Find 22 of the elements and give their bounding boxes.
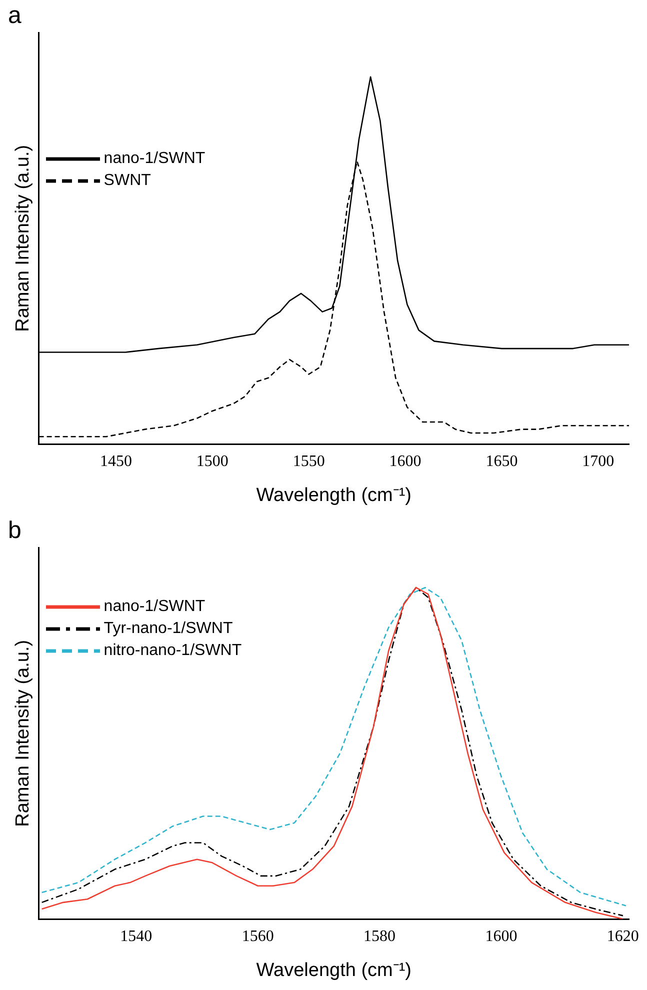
- y-axis-title: Raman Intensity (a.u.): [12, 144, 34, 332]
- legend-label: Tyr-nano-1/SWNT: [104, 620, 233, 638]
- x-tick-label: 1650: [486, 452, 518, 470]
- legend-label: nitro-nano-1/SWNT: [104, 642, 242, 660]
- legend-label: SWNT: [104, 172, 151, 190]
- x-tick-label: 1600: [485, 928, 518, 945]
- x-tick-label: 1580: [364, 928, 396, 945]
- x-tick-label: 1560: [242, 928, 274, 945]
- y-axis-title: Raman Intensity (a.u.): [12, 640, 34, 827]
- chart-title: a: [8, 2, 22, 30]
- x-tick-label: 1450: [100, 452, 132, 470]
- x-axis-title: Wavelength (cm⁻¹): [256, 960, 412, 981]
- legend-label: nano-1/SWNT: [104, 598, 206, 616]
- x-tick-label: 1600: [389, 452, 422, 470]
- x-tick-label: 1700: [582, 452, 614, 470]
- x-axis-title: Wavelength (cm⁻¹): [256, 484, 412, 506]
- chart-title: b: [8, 517, 22, 544]
- x-tick-label: 1620: [606, 928, 639, 945]
- legend-label: nano-1/SWNT: [104, 150, 206, 168]
- x-tick-label: 1550: [292, 452, 325, 470]
- x-tick-label: 1540: [120, 928, 152, 945]
- x-tick-label: 1500: [196, 452, 228, 470]
